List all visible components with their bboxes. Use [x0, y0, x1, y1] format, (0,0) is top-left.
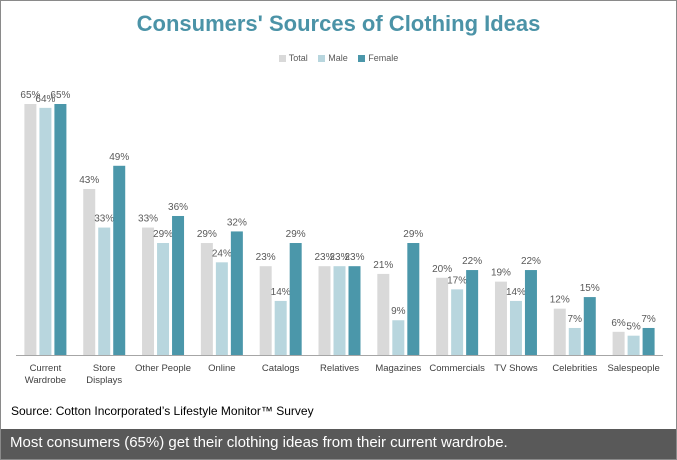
data-label: 15% — [580, 283, 600, 294]
bar-female — [583, 297, 596, 355]
data-label: 14% — [506, 287, 526, 298]
data-label: 24% — [212, 248, 232, 259]
bar-female — [524, 270, 537, 355]
bar-total — [83, 188, 96, 355]
data-label: 64% — [35, 94, 55, 105]
data-label: 23% — [344, 252, 364, 263]
data-label: 36% — [168, 202, 188, 213]
bar-total — [142, 227, 155, 355]
bar-total — [436, 277, 449, 355]
bar-male — [392, 320, 405, 355]
data-label: 29% — [403, 229, 423, 240]
data-label: 22% — [521, 256, 541, 267]
bar-male — [451, 289, 464, 355]
bar-total — [318, 266, 331, 355]
data-label: 49% — [109, 152, 129, 163]
data-label: 7% — [568, 314, 583, 325]
bar-male — [39, 107, 52, 355]
data-label: 32% — [227, 217, 247, 228]
legend-swatch-total — [278, 55, 286, 62]
data-label: 29% — [153, 229, 173, 240]
bar-female — [466, 270, 479, 355]
data-label: 21% — [373, 260, 393, 271]
legend-label-female: Female — [368, 53, 399, 63]
data-label: 19% — [491, 268, 511, 279]
bar-male — [568, 327, 581, 355]
data-label: 33% — [138, 214, 158, 225]
bar-female — [642, 327, 655, 355]
bar-female — [113, 165, 126, 355]
category-label: Salespeople — [607, 363, 659, 374]
bar-female — [348, 266, 361, 355]
data-label: 29% — [286, 229, 306, 240]
category-label: Commercials — [429, 363, 485, 374]
category-label: Store — [93, 363, 116, 374]
data-label: 33% — [94, 214, 114, 225]
source-note: Source: Cotton Incorporated’s Lifestyle … — [11, 404, 314, 418]
data-label: 14% — [271, 287, 291, 298]
category-label: Relatives — [320, 363, 359, 374]
chart-title: Consumers' Sources of Clothing Ideas — [136, 11, 541, 36]
bar-male — [627, 335, 640, 355]
category-label: Displays — [86, 375, 122, 386]
bar-female — [407, 243, 420, 355]
bar-total — [553, 308, 566, 355]
data-label: 5% — [626, 322, 641, 333]
bar-total — [24, 104, 37, 355]
data-label: 7% — [641, 314, 656, 325]
legend-swatch-female — [358, 55, 366, 62]
bar-female — [54, 104, 67, 355]
bar-total — [200, 243, 213, 355]
legend-item-female: Female — [358, 53, 398, 63]
category-label: Other People — [135, 363, 191, 374]
legend-swatch-male — [318, 55, 326, 62]
data-label: 9% — [391, 306, 406, 317]
bar-total — [259, 266, 272, 355]
bar-male — [509, 300, 522, 355]
caption-bar: Most consumers (65%) get their clothing … — [1, 429, 676, 459]
data-label: 65% — [20, 90, 40, 101]
bar-male — [157, 243, 170, 355]
bar-male — [333, 266, 346, 355]
category-label: Current — [30, 363, 62, 374]
data-label: 23% — [256, 252, 276, 263]
bar-female — [289, 243, 302, 355]
legend-item-total: Total — [278, 53, 308, 63]
data-label: 23% — [329, 252, 349, 263]
bar-female — [172, 215, 185, 355]
bar-total — [494, 281, 507, 355]
data-label: 12% — [550, 295, 570, 306]
category-label: Online — [208, 363, 235, 374]
legend: Total Male Female — [1, 53, 676, 63]
legend-item-male: Male — [318, 53, 348, 63]
data-label: 23% — [314, 252, 334, 263]
data-label: 17% — [447, 275, 467, 286]
data-label: 20% — [432, 264, 452, 275]
data-label: 22% — [462, 256, 482, 267]
bar-total — [612, 331, 625, 355]
bar-female — [230, 231, 243, 355]
category-label: Magazines — [375, 363, 421, 374]
category-label: Catalogs — [262, 363, 300, 374]
category-label: TV Shows — [494, 363, 538, 374]
data-label: 29% — [197, 229, 217, 240]
category-label: Wardrobe — [25, 375, 66, 386]
category-label: Celebrities — [552, 363, 597, 374]
bar-total — [377, 273, 390, 355]
data-label: 65% — [50, 90, 70, 101]
data-label: 6% — [611, 318, 626, 329]
bar-male — [274, 300, 287, 355]
bar-male — [215, 262, 228, 355]
bar-male — [98, 227, 111, 355]
legend-label-male: Male — [328, 53, 348, 63]
legend-label-total: Total — [288, 53, 308, 63]
data-label: 43% — [79, 175, 99, 186]
